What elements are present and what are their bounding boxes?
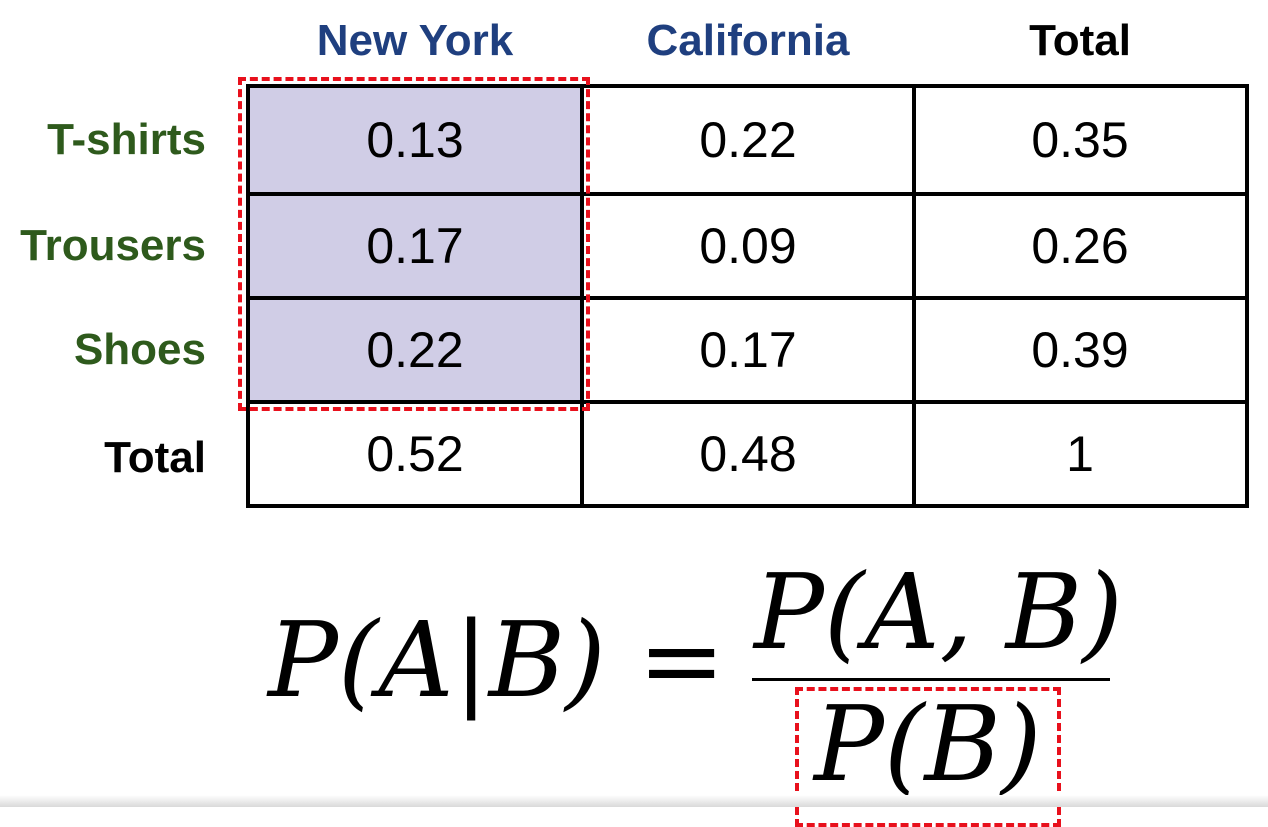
formula-denominator: P(B) [814, 683, 1042, 805]
column-header-total: Total [1029, 16, 1131, 65]
column-header-california: California [646, 16, 850, 65]
table-border-top [246, 84, 1249, 88]
fraction-bar [752, 678, 1110, 681]
table-border-left [246, 84, 250, 508]
cell-shoes-newyork: 0.22 [366, 322, 464, 378]
table-rule [580, 84, 584, 508]
cell-shoes-total: 0.39 [1031, 322, 1129, 378]
table-rule [246, 400, 1249, 404]
cell-trousers-california: 0.09 [699, 218, 797, 274]
cell-shoes-california: 0.17 [699, 322, 797, 378]
new-york-column-highlight [238, 77, 590, 411]
row-label-trousers: Trousers [20, 221, 206, 270]
table-rule [246, 192, 1249, 196]
row-label-shoes: Shoes [73, 325, 206, 374]
column-header-new-york: New York [316, 16, 514, 65]
cell-trousers-newyork: 0.17 [366, 218, 464, 274]
table-rule [246, 296, 1249, 300]
cell-total-total: 1 [1066, 426, 1094, 482]
cell-tshirts-total: 0.35 [1031, 112, 1129, 168]
highlighted-column-fill [248, 86, 582, 402]
table-rule [912, 84, 916, 508]
formula-numerator: P(A, B) [754, 551, 1123, 673]
cell-tshirts-newyork: 0.13 [366, 112, 464, 168]
row-label-total: Total [104, 433, 206, 482]
cell-trousers-total: 0.26 [1031, 218, 1129, 274]
bottom-edge-band [0, 795, 1268, 807]
formula-lhs: P(A|B) [268, 599, 606, 721]
formula-equals: = [638, 599, 726, 721]
table-border-right [1245, 84, 1249, 508]
table-border-bottom [246, 504, 1249, 508]
cell-tshirts-california: 0.22 [699, 112, 797, 168]
cell-total-newyork: 0.52 [366, 426, 464, 482]
cell-total-california: 0.48 [699, 426, 797, 482]
row-label-tshirts: T-shirts [47, 115, 206, 164]
